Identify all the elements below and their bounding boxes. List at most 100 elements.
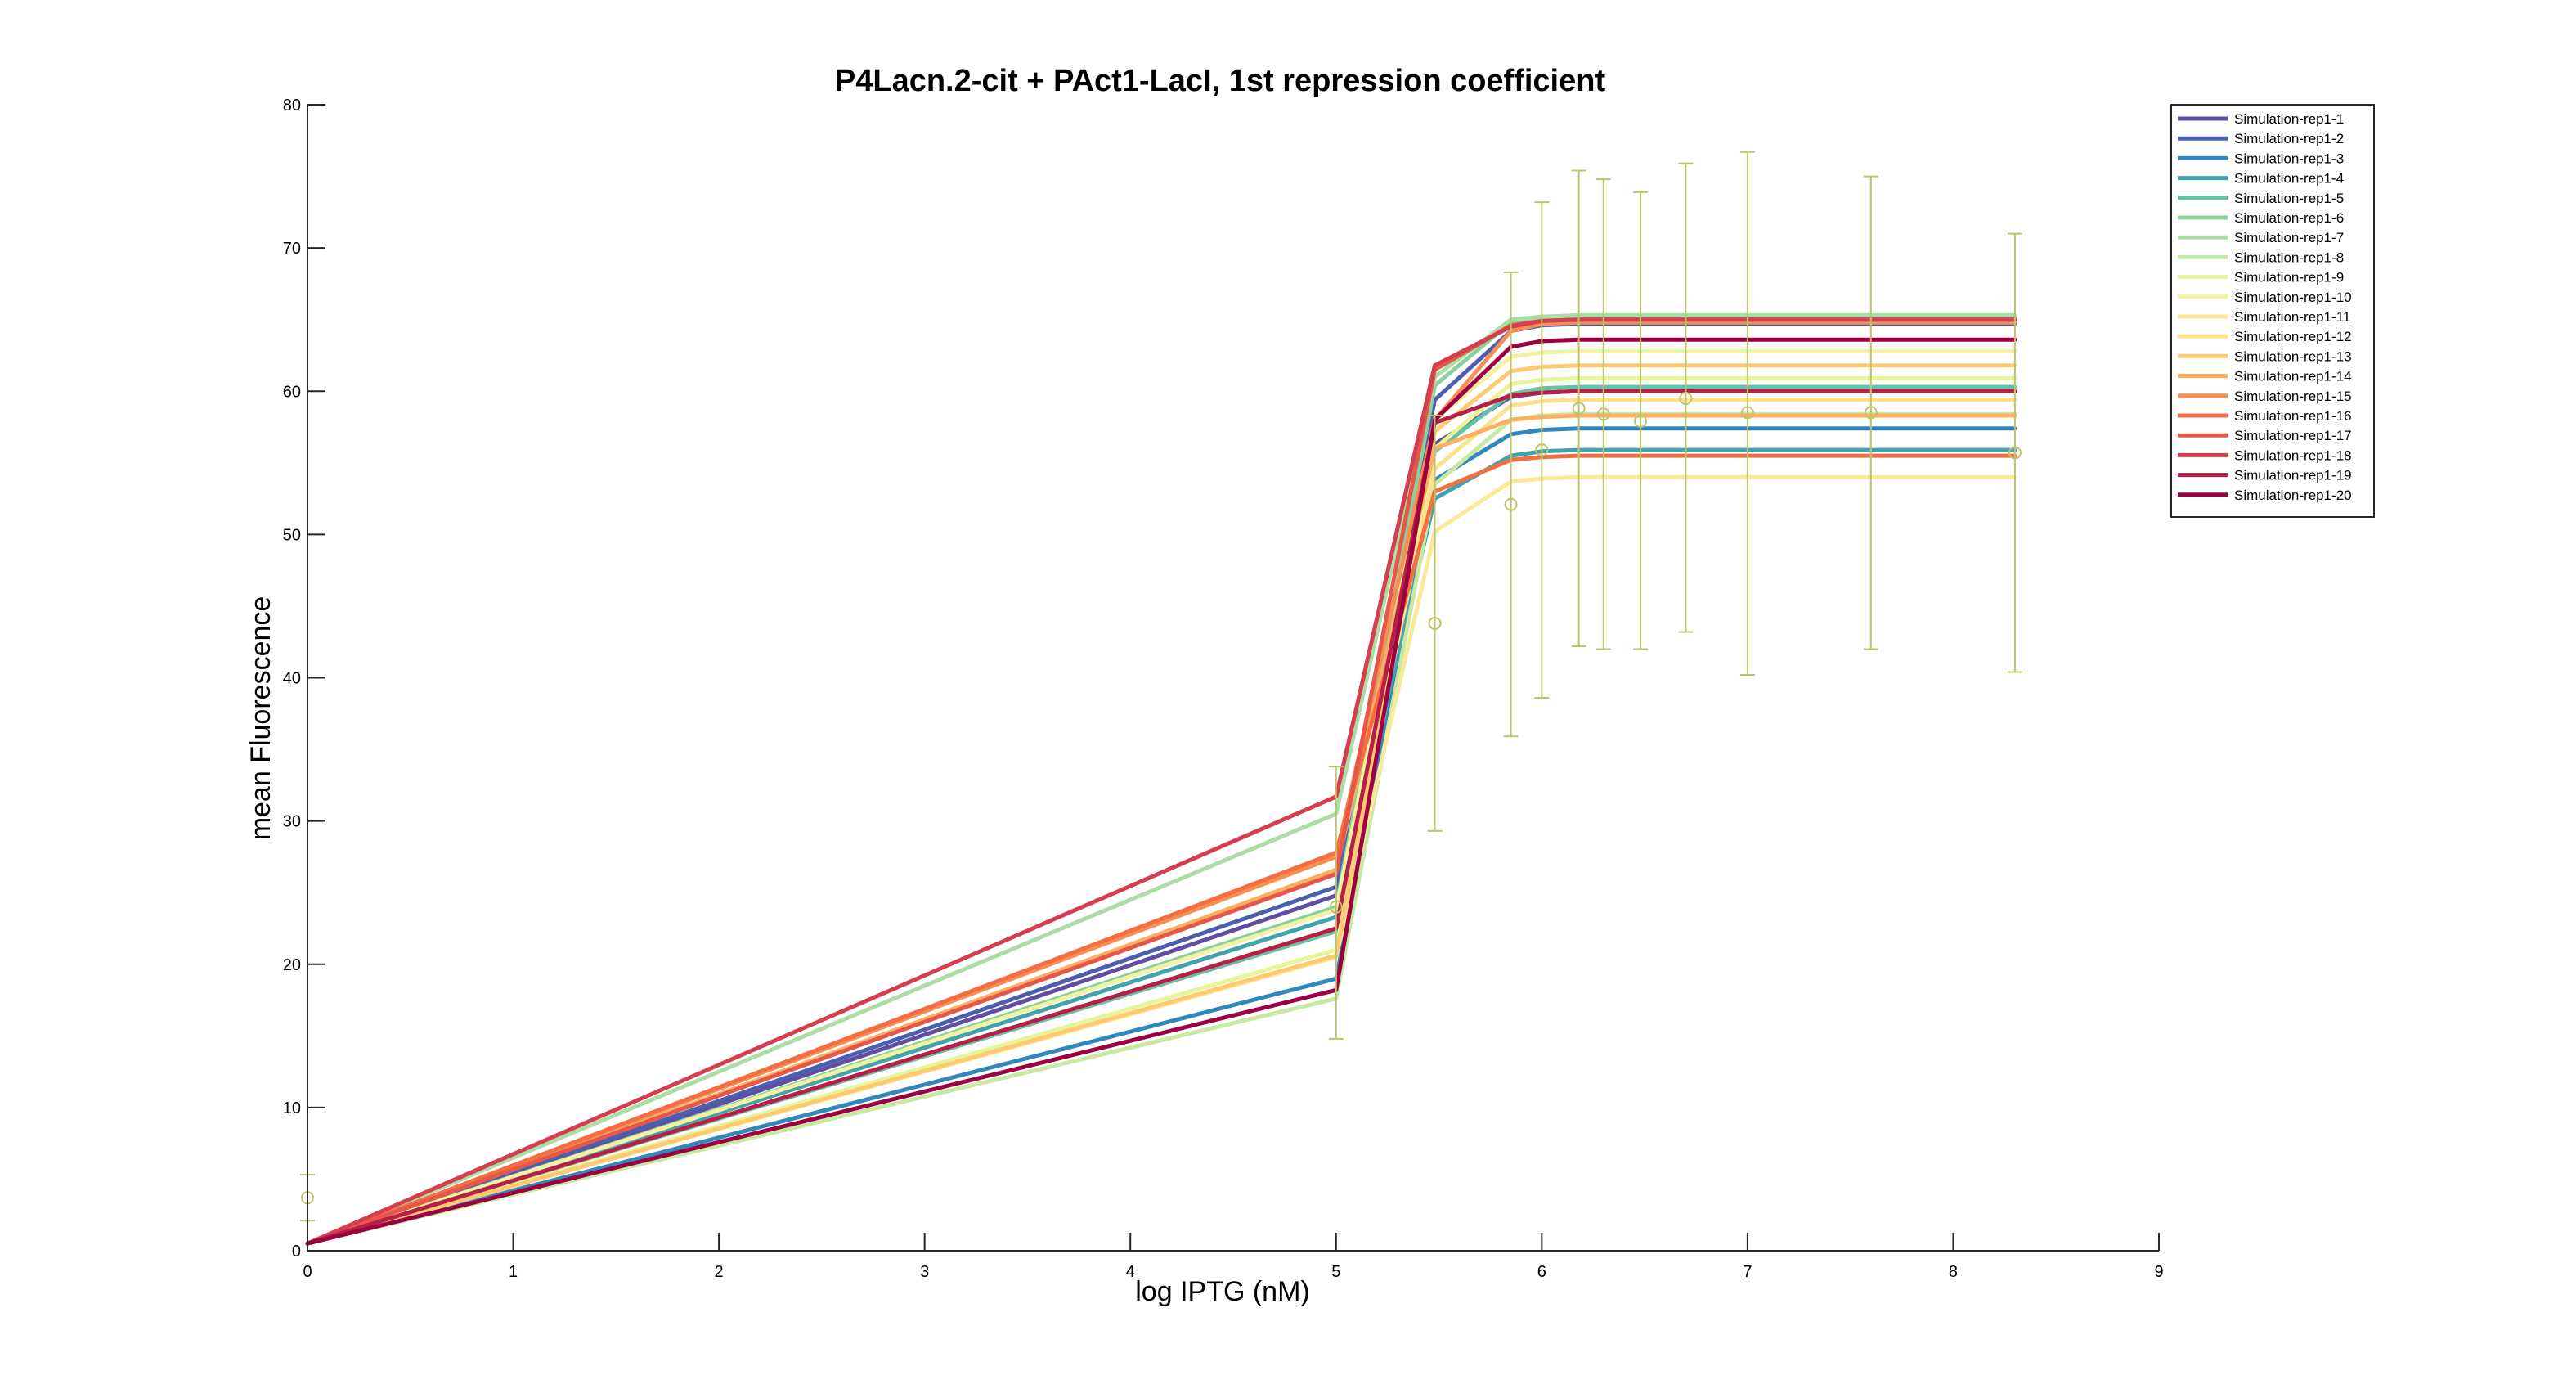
series-line-16: [305, 453, 2017, 1246]
legend-label: Simulation-rep1-17: [2234, 428, 2352, 443]
legend-label: Simulation-rep1-15: [2234, 389, 2352, 404]
experimental-point-10: [1739, 151, 1755, 676]
legend-label: Simulation-rep1-13: [2234, 348, 2352, 364]
y-tick-label: 60: [283, 383, 301, 401]
legend-label: Simulation-rep1-20: [2234, 488, 2352, 503]
legend-label: Simulation-rep1-16: [2234, 408, 2352, 424]
legend: Simulation-rep1-1 Simulation-rep1-2 Simula…: [2170, 104, 2375, 518]
x-tick-label: 0: [303, 1263, 312, 1281]
series-line-14: [305, 413, 2017, 1246]
mean-marker: [1572, 402, 1586, 416]
legend-label: Simulation-rep1-18: [2234, 447, 2352, 463]
legend-item-10: Simulation-rep1-10: [2178, 290, 2352, 305]
experimental-point-5: [1534, 201, 1550, 699]
series-line-15: [305, 320, 2017, 1246]
legend-item-16: Simulation-rep1-16: [2178, 408, 2352, 424]
mean-marker: [1428, 616, 1442, 630]
mean-marker: [1740, 406, 1754, 420]
legend-item-7: Simulation-rep1-7: [2178, 230, 2344, 245]
y-tick-label: 20: [283, 956, 301, 974]
series-line-8: [305, 411, 2017, 1246]
legend-box: [2170, 104, 2375, 518]
legend-label: Simulation-rep1-10: [2234, 290, 2352, 305]
experimental-point-8: [1633, 191, 1649, 650]
series-line-11: [305, 474, 2017, 1246]
legend-item-6: Simulation-rep1-6: [2178, 210, 2344, 226]
x-tick-label: 1: [509, 1263, 518, 1281]
legend-label: Simulation-rep1-8: [2234, 249, 2344, 265]
x-tick-label: 8: [1949, 1263, 1958, 1281]
legend-item-9: Simulation-rep1-9: [2178, 270, 2344, 285]
legend-item-1: Simulation-rep1-1: [2178, 111, 2344, 127]
y-tick-label: 80: [283, 97, 301, 115]
legend-label: Simulation-rep1-1: [2234, 111, 2344, 127]
mean-marker: [1596, 407, 1610, 421]
experimental-point-12: [2007, 232, 2022, 673]
legend-label: Simulation-rep1-6: [2234, 210, 2344, 226]
x-tick-label: 3: [920, 1263, 929, 1281]
mean-marker: [1864, 406, 1878, 420]
series-line-1: [305, 389, 2017, 1246]
series-line-4: [305, 447, 2017, 1246]
axes: 0 1 2 3 4 5 6 7 8 9 0 10 20 30 40 50 60 70 80: [283, 97, 2164, 1281]
mean-marker: [2008, 446, 2022, 460]
y-axis-label: mean Fluorescence: [245, 596, 276, 841]
x-axis-label: log IPTG (nM): [1135, 1276, 1309, 1307]
x-tick-label: 6: [1537, 1263, 1546, 1281]
legend-item-4: Simulation-rep1-4: [2178, 171, 2344, 187]
legend-item-5: Simulation-rep1-5: [2178, 191, 2344, 206]
chart-title: P4Lacn.2-cit + PAct1-LacI, 1st repressio…: [835, 64, 1606, 98]
legend-item-15: Simulation-rep1-15: [2178, 389, 2352, 404]
series-line-10: [305, 348, 2017, 1246]
series-line-19: [305, 389, 2017, 1246]
series-line-3: [305, 426, 2017, 1246]
series-line-12: [305, 398, 2017, 1246]
legend-item-12: Simulation-rep1-12: [2178, 329, 2352, 344]
y-tick-label: 70: [283, 240, 301, 258]
legend-item-20: Simulation-rep1-20: [2178, 488, 2352, 503]
y-tick-label: 40: [283, 670, 301, 688]
series-line-2: [305, 321, 2017, 1246]
legend-label: Simulation-rep1-14: [2234, 369, 2352, 384]
experimental-point-9: [1678, 162, 1694, 633]
series-line-9: [305, 376, 2017, 1246]
mean-marker: [1504, 497, 1518, 511]
legend-label: Simulation-rep1-12: [2234, 329, 2352, 344]
mean-marker: [1329, 900, 1343, 914]
legend-label: Simulation-rep1-11: [2234, 309, 2350, 325]
experimental-data-layer: [300, 151, 2022, 1222]
legend-label: Simulation-rep1-2: [2234, 131, 2344, 146]
mean-marker: [1679, 392, 1693, 406]
series-layer: [305, 312, 2017, 1246]
x-tick-label: 7: [1743, 1263, 1752, 1281]
legend-label: Simulation-rep1-19: [2234, 468, 2352, 483]
x-tick-label: 2: [715, 1263, 724, 1281]
legend-label: Simulation-rep1-7: [2234, 230, 2344, 245]
experimental-point-6: [1571, 169, 1586, 647]
legend-item-11: Simulation-rep1-11: [2178, 309, 2350, 325]
legend-item-2: Simulation-rep1-2: [2178, 131, 2344, 146]
legend-label: Simulation-rep1-3: [2234, 151, 2344, 166]
mean-marker: [1634, 415, 1648, 429]
legend-item-3: Simulation-rep1-3: [2178, 151, 2344, 166]
legend-label: Simulation-rep1-4: [2234, 171, 2344, 187]
x-tick-label: 9: [2154, 1263, 2163, 1281]
y-tick-label: 10: [283, 1099, 301, 1117]
experimental-point-3: [1427, 415, 1443, 832]
legend-item-17: Simulation-rep1-17: [2178, 428, 2352, 443]
legend-item-14: Simulation-rep1-14: [2178, 369, 2352, 384]
legend-label: Simulation-rep1-5: [2234, 191, 2344, 206]
series-line-18: [305, 317, 2017, 1246]
experimental-point-2: [1328, 766, 1344, 1040]
legend-item-19: Simulation-rep1-19: [2178, 468, 2352, 483]
series-line-13: [305, 363, 2017, 1246]
y-tick-label: 0: [292, 1243, 301, 1261]
y-tick-label: 50: [283, 526, 301, 544]
y-tick-label: 30: [283, 813, 301, 831]
experimental-point-11: [1863, 175, 1878, 650]
experimental-point-4: [1503, 271, 1519, 738]
series-line-20: [305, 337, 2017, 1246]
series-line-5: [305, 384, 2017, 1246]
legend-item-18: Simulation-rep1-18: [2178, 447, 2352, 463]
